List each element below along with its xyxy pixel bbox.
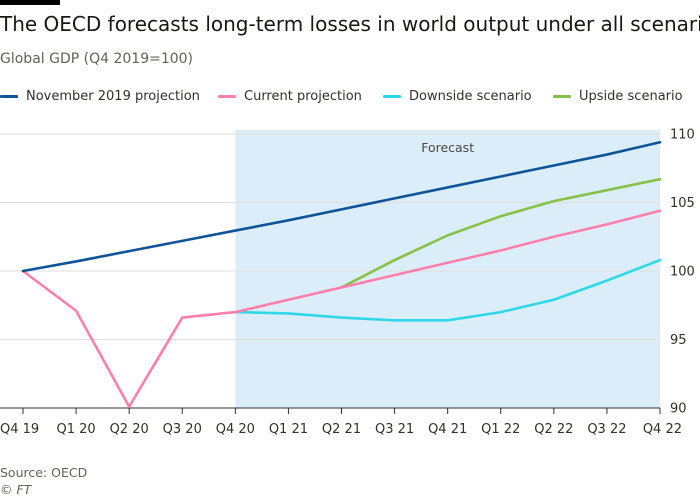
legend-swatch-upside <box>553 95 571 98</box>
x-tick-label-7: Q3 21 <box>375 422 414 437</box>
x-tick-label-11: Q3 22 <box>587 422 626 437</box>
y-tick-label-105: 105 <box>670 196 695 211</box>
x-tick-label-3: Q3 20 <box>163 422 202 437</box>
series-line-2 <box>234 258 662 322</box>
legend-item-upside: Upside scenario <box>553 89 683 104</box>
forecast-label: Forecast <box>421 140 474 155</box>
brand-bar <box>0 0 60 5</box>
y-tick-label-110: 110 <box>670 128 695 143</box>
series-line-0 <box>21 140 662 273</box>
x-tick-label-1: Q1 20 <box>56 422 95 437</box>
legend-item-november-2019: November 2019 projection <box>0 89 200 104</box>
legend-item-current: Current projection <box>218 89 362 104</box>
forecast-region <box>235 130 661 408</box>
series-line-1 <box>21 209 662 408</box>
y-tick-label-100: 100 <box>670 265 695 280</box>
x-tick-label-5: Q1 21 <box>269 422 308 437</box>
x-tick-label-4: Q4 20 <box>216 422 255 437</box>
series-line-3 <box>340 177 662 289</box>
legend: November 2019 projection Current project… <box>0 89 700 107</box>
x-tick-label-0: Q4 19 <box>0 422 39 437</box>
source-note: Source: OECD <box>0 465 88 480</box>
x-tick-label-9: Q1 22 <box>481 422 520 437</box>
copyright-note: © FT <box>0 482 32 497</box>
legend-swatch-current <box>218 95 236 98</box>
chart-subtitle: Global GDP (Q4 2019=100) <box>0 51 194 67</box>
legend-label-november-2019: November 2019 projection <box>26 89 200 104</box>
legend-swatch-downside <box>383 95 401 98</box>
y-tick-label-95: 95 <box>670 333 687 348</box>
x-tick-label-6: Q2 21 <box>322 422 361 437</box>
x-tick-label-8: Q4 21 <box>428 422 467 437</box>
legend-item-downside: Downside scenario <box>383 89 532 104</box>
y-tick-label-90: 90 <box>670 402 687 417</box>
chart-title: The OECD forecasts long-term losses in w… <box>0 12 700 36</box>
x-tick-label-2: Q2 20 <box>110 422 149 437</box>
line-chart: Forecast 90 95 100 105 110 Q4 19 Q1 20 Q2 20 Q3 2… <box>0 128 695 437</box>
legend-label-current: Current projection <box>244 89 362 104</box>
x-tick-label-12: Q4 22 <box>643 422 682 437</box>
legend-label-downside: Downside scenario <box>409 89 532 104</box>
legend-label-upside: Upside scenario <box>579 89 683 104</box>
legend-swatch-november-2019 <box>0 95 18 98</box>
x-tick-label-10: Q2 22 <box>534 422 573 437</box>
